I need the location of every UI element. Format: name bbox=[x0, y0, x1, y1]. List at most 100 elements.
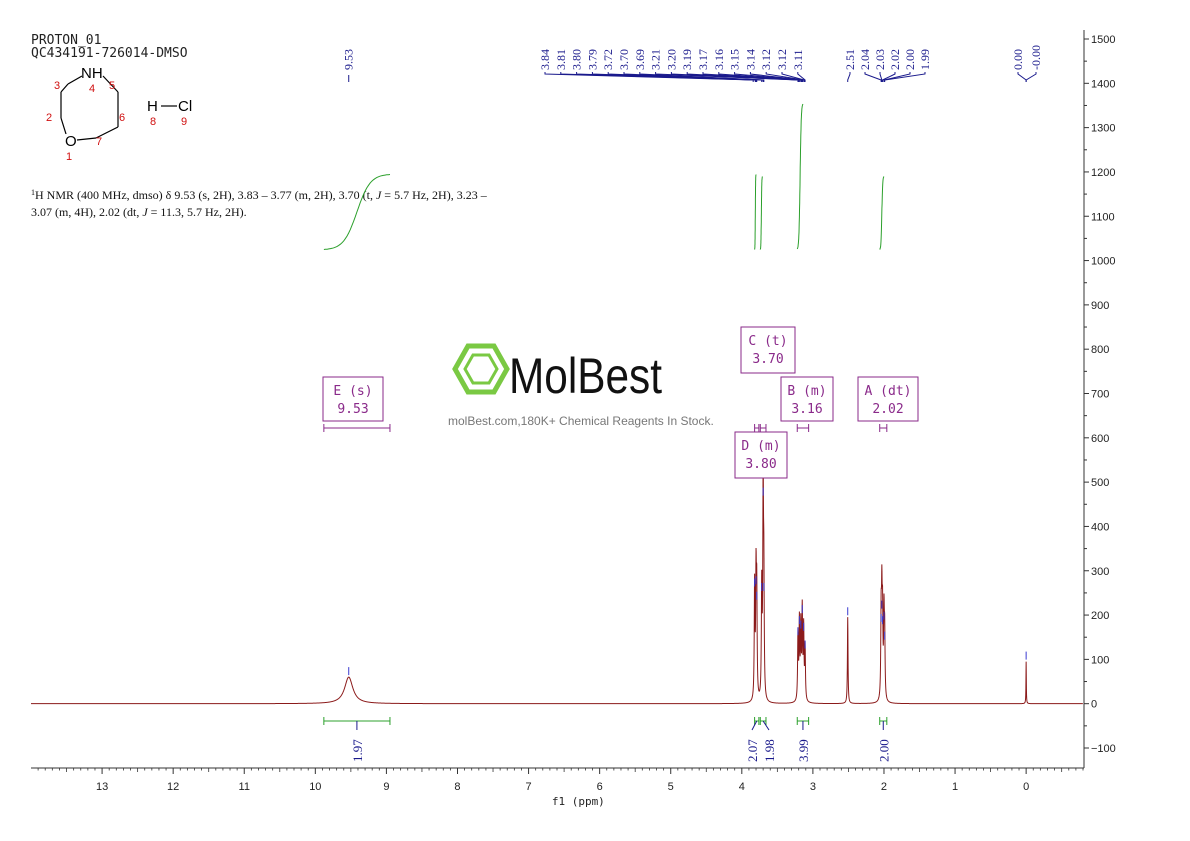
atom-num-2: 2 bbox=[46, 112, 52, 124]
integral-label: 3.99 bbox=[796, 739, 811, 762]
multiplet-label: A (dt) bbox=[865, 384, 912, 399]
multiplet-box bbox=[780, 376, 834, 422]
x-tick-label: 2 bbox=[881, 781, 887, 793]
x-tick-label: 4 bbox=[739, 781, 745, 793]
atom-nh: NH bbox=[81, 65, 103, 82]
y-tick-label: 500 bbox=[1091, 477, 1109, 489]
spectrum-layer bbox=[31, 457, 1083, 705]
x-tick-label: 5 bbox=[668, 781, 674, 793]
peak-label: 3.15 bbox=[728, 49, 742, 70]
peak-label: 9.53 bbox=[342, 49, 356, 70]
multiplet-box bbox=[857, 376, 919, 422]
x-tick-label: 9 bbox=[383, 781, 389, 793]
multiplet-box bbox=[734, 431, 788, 479]
y-tick-label: 1200 bbox=[1091, 167, 1115, 179]
multiplet-shift: 3.80 bbox=[745, 457, 776, 472]
atom-num-8: 8 bbox=[150, 116, 156, 128]
atom-num-4: 4 bbox=[89, 83, 95, 95]
y-tick-label: 1300 bbox=[1091, 123, 1115, 135]
sample-id: QC434191-726014-DMSO bbox=[31, 46, 188, 61]
y-tick-label: 300 bbox=[1091, 566, 1109, 578]
x-tick-label: 8 bbox=[454, 781, 460, 793]
x-tick-label: 1 bbox=[952, 781, 958, 793]
peak-label-leader bbox=[1025, 72, 1037, 82]
description-line2-post: = 11.3, 5.7 Hz, 2H). bbox=[148, 205, 247, 219]
y-tick-label: −100 bbox=[1091, 743, 1116, 755]
peak-label-leader bbox=[879, 72, 883, 82]
peak-label: 3.20 bbox=[664, 49, 678, 70]
peak-label: -0.00 bbox=[1029, 45, 1043, 70]
multiplet-box bbox=[322, 376, 384, 422]
x-tick-label: 0 bbox=[1023, 781, 1029, 793]
peak-label: 3.72 bbox=[601, 49, 615, 70]
peak-label-leader bbox=[734, 72, 803, 82]
peak-label: 2.00 bbox=[903, 49, 917, 70]
multiplet-label: D (m) bbox=[741, 439, 780, 454]
peak-label-leader bbox=[749, 72, 804, 82]
multiplet-label: B (m) bbox=[787, 384, 826, 399]
axes-layer: 1500140013001200110010009008007006005004… bbox=[31, 30, 1116, 808]
peak-label-leader bbox=[781, 72, 805, 82]
peak-label: 3.21 bbox=[649, 49, 663, 70]
peak-label: 3.79 bbox=[585, 49, 599, 70]
integral-curve bbox=[323, 174, 391, 250]
atom-num-9: 9 bbox=[181, 116, 187, 128]
peak-label-leader bbox=[884, 72, 926, 82]
y-tick-label: 900 bbox=[1091, 300, 1109, 312]
peak-label: 3.69 bbox=[633, 49, 647, 70]
integral-curve bbox=[759, 176, 763, 250]
watermark-brand: MolBest bbox=[509, 348, 662, 404]
x-tick-label: 3 bbox=[810, 781, 816, 793]
multiplet-label: C (t) bbox=[748, 334, 787, 349]
x-tick-label: 7 bbox=[526, 781, 532, 793]
integral-curve bbox=[879, 176, 885, 250]
peak-labels-layer: 9.53 3.84 3.81 3.80 3.79 3.72 3.70 3.69 3.21 3.20… bbox=[342, 45, 1043, 82]
atom-num-5: 5 bbox=[109, 80, 115, 92]
peak-label: 3.19 bbox=[680, 49, 694, 70]
peak-label: 3.11 bbox=[791, 49, 805, 70]
integral-label: 2.07 bbox=[745, 739, 760, 762]
description-line2-pre: 3.07 (m, 4H), 2.02 (dt, bbox=[31, 205, 142, 219]
multiplet-shift: 2.02 bbox=[872, 402, 903, 417]
y-tick-label: 1400 bbox=[1091, 78, 1115, 90]
peak-label-leader bbox=[797, 72, 806, 82]
integrals-layer: 1.97 2.07 1.98 3.99 2.00 bbox=[323, 717, 891, 762]
integral-curves bbox=[323, 103, 885, 250]
peak-label-leader bbox=[883, 72, 911, 82]
y-tick-label: 800 bbox=[1091, 344, 1109, 356]
spectrum-trace bbox=[31, 457, 1083, 705]
experiment-name: PROTON_01 bbox=[31, 33, 101, 48]
y-tick-label: 100 bbox=[1091, 654, 1109, 666]
multiplet-box bbox=[740, 326, 796, 374]
nmr-description-line1: 1H NMR (400 MHz, dmso) δ 9.53 (s, 2H), 3… bbox=[31, 188, 488, 202]
watermark-tagline: molBest.com,180K+ Chemical Reagents In S… bbox=[448, 414, 714, 428]
peak-label: 3.12 bbox=[775, 49, 789, 70]
peak-label: 3.17 bbox=[696, 49, 710, 70]
atom-num-3: 3 bbox=[54, 80, 60, 92]
y-tick-label: 0 bbox=[1091, 699, 1097, 711]
x-tick-label: 12 bbox=[167, 781, 179, 793]
integral-label: 1.97 bbox=[350, 739, 365, 762]
multiplet-shift: 3.16 bbox=[791, 402, 822, 417]
y-tick-label: 600 bbox=[1091, 433, 1109, 445]
nmr-description-line2: 3.07 (m, 4H), 2.02 (dt, J = 11.3, 5.7 Hz… bbox=[31, 205, 247, 219]
integral-label: 1.98 bbox=[762, 739, 777, 762]
peak-label: 2.04 bbox=[858, 49, 872, 70]
x-tick-label: 10 bbox=[309, 781, 321, 793]
peak-label: 2.51 bbox=[843, 49, 857, 70]
integral-label: 2.00 bbox=[876, 739, 891, 762]
x-tick-label: 6 bbox=[597, 781, 603, 793]
peak-label: 2.02 bbox=[888, 49, 902, 70]
integral-leader bbox=[762, 720, 770, 731]
peak-label: 3.84 bbox=[538, 49, 552, 70]
description-line1-pre: H NMR (400 MHz, dmso) δ 9.53 (s, 2H), 3.… bbox=[35, 188, 376, 202]
peak-label: 3.80 bbox=[570, 49, 584, 70]
peak-label-leader bbox=[882, 72, 896, 82]
peak-label-leader bbox=[864, 72, 882, 82]
peak-label-leader bbox=[686, 72, 800, 82]
atom-num-7: 7 bbox=[96, 136, 102, 148]
y-tick-label: 1500 bbox=[1091, 34, 1115, 46]
description-line1-post: = 5.7 Hz, 2H), 3.23 – bbox=[381, 188, 487, 202]
multiplet-shift: 3.70 bbox=[752, 352, 783, 367]
peak-label-leader bbox=[847, 72, 851, 82]
